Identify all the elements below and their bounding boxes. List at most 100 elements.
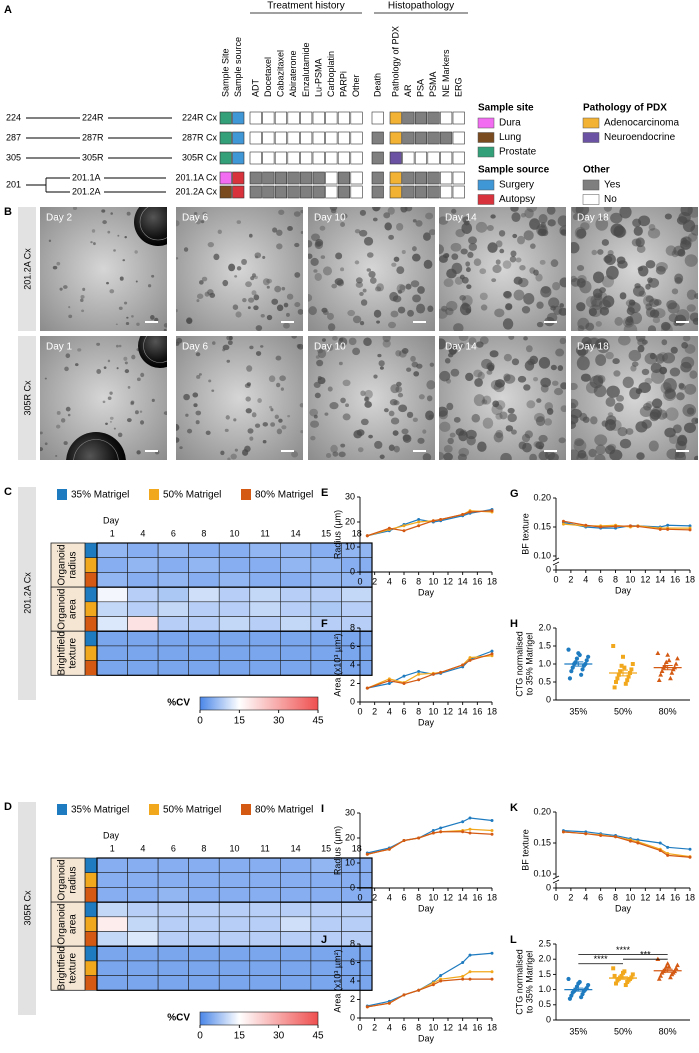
organoid — [443, 278, 454, 288]
organoid — [594, 454, 606, 460]
organoid — [340, 267, 345, 272]
organoid — [500, 452, 512, 460]
organoid — [40, 431, 43, 435]
sample-label: 305R Cx — [22, 380, 32, 416]
organoid — [388, 410, 395, 417]
point — [569, 669, 574, 674]
organoid — [490, 379, 503, 390]
organoid — [521, 306, 531, 314]
organoid — [473, 394, 485, 407]
organoid — [560, 405, 566, 413]
status-cell — [452, 111, 465, 125]
heat-cell — [96, 616, 128, 632]
organoid — [276, 428, 283, 435]
organoid — [232, 304, 239, 310]
point — [439, 670, 443, 674]
status-cell — [325, 151, 338, 165]
heat-cell — [127, 542, 159, 558]
point — [402, 674, 406, 678]
heat-cell — [188, 572, 220, 588]
organoid — [444, 253, 450, 258]
day-label: Day 18 — [577, 213, 609, 224]
colorbar-tick-label: 15 — [234, 716, 246, 727]
point — [666, 657, 672, 663]
organoid — [364, 397, 369, 401]
organoid — [540, 377, 551, 388]
heat-cell — [96, 557, 128, 573]
series-strip — [84, 660, 98, 676]
series-strip — [84, 630, 98, 647]
point — [417, 520, 421, 524]
status-cell — [389, 171, 402, 185]
organoid — [390, 384, 400, 394]
organoid — [294, 242, 300, 248]
panel-label: G — [510, 488, 519, 500]
status-cell — [262, 111, 275, 125]
x-tick-label: 2 — [372, 892, 377, 902]
organoid — [427, 305, 434, 313]
heat-cell — [96, 572, 128, 588]
organoid — [418, 394, 425, 400]
organoid — [123, 356, 128, 361]
organoid — [547, 219, 556, 227]
organoid — [635, 237, 645, 248]
organoid — [603, 207, 612, 212]
status-cell — [249, 185, 262, 199]
significance-label: *** — [640, 950, 651, 960]
point — [612, 973, 617, 978]
organoid — [254, 275, 258, 280]
organoid — [535, 441, 545, 450]
status-cell — [219, 185, 232, 199]
organoid — [571, 382, 578, 391]
organoid — [247, 306, 251, 310]
point — [431, 672, 435, 676]
group-header: Histopathology — [388, 1, 454, 12]
organoid — [538, 356, 551, 369]
organoid — [80, 298, 84, 303]
organoid — [126, 316, 129, 319]
heat-cell — [96, 630, 128, 647]
image-background — [176, 336, 303, 460]
point — [417, 836, 421, 840]
organoid — [523, 384, 531, 391]
organoid — [439, 451, 445, 460]
organoid — [635, 336, 646, 342]
x-tick-label: 12 — [640, 574, 650, 584]
x-tick-label: 18 — [685, 892, 695, 902]
organoid — [603, 255, 613, 263]
x-tick-label: 18 — [685, 574, 695, 584]
organoid — [535, 416, 546, 427]
legend-label: Dura — [499, 118, 521, 129]
status-cell — [249, 111, 262, 125]
x-tick-label: 14 — [655, 574, 665, 584]
y-tick-label: 20 — [345, 832, 355, 842]
organoid — [348, 337, 357, 346]
organoid — [212, 341, 216, 345]
organoid — [423, 232, 431, 241]
point — [468, 977, 472, 981]
organoid — [234, 448, 238, 452]
heat-cell — [127, 630, 159, 647]
point — [468, 953, 472, 957]
y-tick-label: 8 — [350, 622, 355, 632]
organoid — [136, 377, 141, 382]
point — [658, 527, 662, 531]
heat-cell — [341, 975, 373, 991]
organoid — [629, 311, 643, 325]
organoid — [176, 423, 180, 431]
organoid — [413, 371, 420, 377]
organoid — [151, 398, 155, 403]
organoid — [266, 314, 273, 321]
status-cell — [389, 111, 402, 125]
organoid — [511, 212, 521, 222]
heat-cell — [188, 601, 220, 617]
organoid — [558, 437, 566, 444]
organoid — [410, 355, 416, 362]
organoid — [681, 356, 695, 369]
organoid — [631, 361, 639, 367]
y-tick-label: 30 — [345, 491, 355, 501]
organoid — [198, 373, 202, 376]
status-cell — [440, 151, 453, 165]
culture-id: 201.2A Cx — [175, 186, 217, 196]
organoid — [107, 396, 112, 401]
